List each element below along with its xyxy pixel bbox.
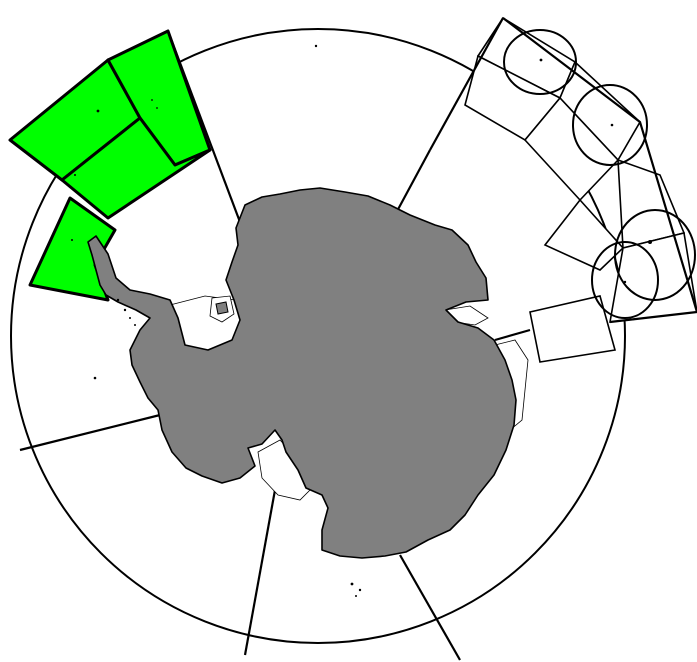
divider-south [399, 554, 461, 661]
sub-antarctic-sectors [429, 16, 697, 363]
island-circle-2[interactable] [572, 84, 648, 166]
divider-east-2 [494, 328, 531, 342]
divider-east [394, 149, 431, 216]
sector-box-east-5[interactable] [529, 295, 617, 363]
inlet-2 [215, 301, 229, 315]
island-circles [503, 29, 696, 319]
island-circle-1[interactable] [503, 29, 577, 95]
region-bellingshausen-north[interactable] [60, 116, 212, 220]
island-circle-3[interactable] [614, 209, 696, 301]
small-islands [93, 44, 362, 597]
highlighted-regions [8, 29, 212, 302]
sector-box-east-4[interactable] [609, 232, 697, 323]
island-circle-4[interactable] [591, 241, 659, 319]
antarctica-landmass [87, 187, 517, 559]
divider-west [19, 413, 161, 452]
